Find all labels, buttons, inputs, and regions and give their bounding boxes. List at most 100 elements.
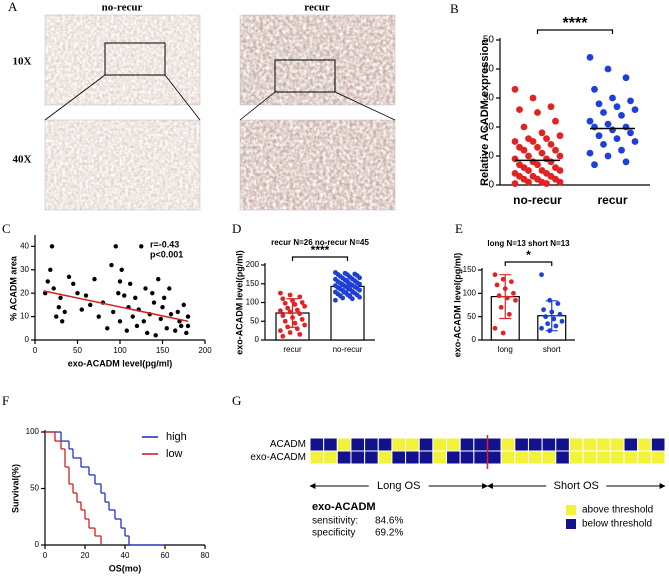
stat-value: 84.6% (375, 516, 403, 527)
heat-cell (336, 437, 352, 452)
data-point (525, 167, 532, 174)
heat-cell (418, 450, 434, 465)
data-point (609, 94, 616, 102)
heat-cell (418, 437, 434, 452)
data-point (556, 178, 564, 186)
group-label: Long OS (377, 480, 420, 492)
data-point (622, 74, 630, 82)
significance: **** (563, 15, 589, 32)
data-point (545, 321, 551, 327)
stat-label: sensitivity: (312, 516, 358, 527)
heat-cell (487, 450, 502, 465)
data-point (595, 100, 603, 108)
x-tick-label: 0 (33, 346, 38, 355)
heat-cell (459, 437, 475, 452)
heat-cell (623, 450, 639, 465)
heat-cell (432, 450, 448, 465)
label-backing (368, 479, 429, 493)
heat-cell (527, 437, 543, 452)
data-point (184, 330, 189, 336)
heat-cell (582, 450, 598, 465)
y-axis-label: exo-ACADM level(pg/ml) (452, 253, 462, 358)
heat-cell (350, 450, 366, 465)
heat-cell (623, 437, 639, 452)
heat-cell (596, 437, 611, 452)
y-tick-label: 0 (488, 180, 494, 191)
data-point (92, 276, 97, 282)
data-point (591, 123, 598, 131)
x-tick-label: 0 (43, 551, 48, 560)
data-point (179, 323, 184, 329)
data-point (302, 303, 307, 309)
data-point (164, 326, 169, 331)
data-point (618, 112, 625, 119)
heat-cell (391, 437, 407, 452)
data-point (543, 314, 549, 320)
data-point (287, 292, 293, 298)
y-axis-label: exo-ACADM level(pg/ml) (234, 250, 244, 355)
data-point (280, 313, 286, 319)
data-point (511, 155, 519, 163)
data-point (75, 290, 80, 296)
significance: * (526, 248, 531, 262)
heat-cell (514, 437, 529, 452)
data-point (357, 281, 362, 287)
heat-cell (336, 450, 352, 465)
legend-swatch (566, 505, 576, 515)
legend-swatch (566, 519, 576, 529)
data-point (282, 300, 288, 306)
legend-label: below threshold (582, 519, 652, 530)
significance-bracket (291, 256, 349, 261)
heat-cell (446, 450, 461, 465)
data-point (113, 244, 118, 249)
data-point (340, 295, 346, 301)
micrograph-border (239, 119, 396, 211)
data-point (506, 311, 512, 317)
y-tick-label: 100 (463, 288, 477, 297)
data-point (586, 149, 594, 157)
significance-bracket (536, 29, 614, 34)
heat-cell (377, 450, 393, 465)
data-point (529, 94, 537, 102)
y-tick-label: 20 (483, 122, 495, 133)
data-point (133, 295, 138, 301)
data-point (175, 309, 180, 315)
data-point (302, 322, 307, 328)
zoom-box (274, 59, 336, 93)
data-point (49, 244, 55, 249)
data-point (145, 330, 150, 336)
data-point (529, 138, 537, 145)
y-tick-label: 100 (246, 298, 260, 307)
data-point (278, 308, 283, 314)
heat-cell (405, 450, 420, 465)
y-tick-label: 0 (472, 335, 477, 344)
data-point (48, 267, 53, 272)
data-point (543, 180, 550, 187)
x-axis-label: OS(mo) (109, 563, 142, 573)
micrograph-border (44, 119, 201, 211)
heat-cell (391, 450, 407, 465)
heat-cell (432, 437, 448, 452)
micrograph-border (239, 14, 396, 106)
data-point (556, 167, 564, 174)
data-point (173, 328, 178, 333)
data-point (62, 309, 67, 315)
data-point (600, 109, 607, 116)
chart-title: recur N=26 no-recur N=45 (271, 238, 369, 247)
data-point (297, 311, 303, 317)
data-point (511, 180, 519, 187)
y-axis-label: Relative ACADM expression (479, 39, 491, 186)
data-point (547, 158, 555, 166)
data-point (539, 325, 544, 331)
data-point (604, 152, 612, 160)
row-label: 10X (13, 56, 32, 68)
data-point (586, 117, 594, 125)
heat-cell (514, 450, 529, 465)
data-point (586, 54, 594, 61)
data-point (150, 290, 155, 296)
data-point (109, 262, 114, 268)
group-label: Short OS (554, 480, 599, 492)
data-point (622, 158, 630, 166)
heat-cell (473, 450, 489, 465)
data-point (292, 320, 298, 326)
